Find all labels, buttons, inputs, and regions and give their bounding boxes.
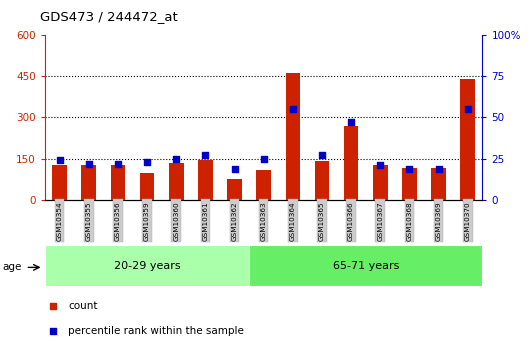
Text: percentile rank within the sample: percentile rank within the sample [68, 326, 244, 336]
Point [463, 106, 472, 112]
Text: GSM10359: GSM10359 [144, 201, 150, 240]
Bar [315, 161, 329, 200]
Text: age: age [3, 263, 22, 272]
Point [434, 166, 443, 171]
Point [201, 152, 209, 158]
Bar [111, 165, 125, 200]
Bar [198, 160, 213, 200]
Bar [286, 73, 300, 200]
Point [113, 161, 122, 166]
Text: GDS473 / 244472_at: GDS473 / 244472_at [40, 10, 178, 23]
Bar [257, 170, 271, 200]
Point [347, 119, 355, 125]
Text: GSM10362: GSM10362 [232, 201, 237, 240]
Text: GSM10365: GSM10365 [319, 201, 325, 240]
Bar [82, 165, 96, 200]
Text: GSM10363: GSM10363 [261, 201, 267, 240]
Text: GSM10368: GSM10368 [407, 201, 412, 240]
Bar [45, 245, 249, 286]
Text: GSM10367: GSM10367 [377, 201, 383, 240]
Point [405, 166, 413, 171]
Point [288, 106, 297, 112]
Point [56, 158, 64, 163]
Text: GSM10366: GSM10366 [348, 201, 354, 240]
Text: GSM10361: GSM10361 [202, 201, 208, 240]
Text: 20-29 years: 20-29 years [114, 261, 180, 270]
Text: GSM10369: GSM10369 [436, 201, 441, 240]
Bar [140, 172, 154, 200]
Point [172, 156, 180, 161]
Text: GSM10356: GSM10356 [115, 201, 121, 240]
Text: GSM10360: GSM10360 [173, 201, 179, 240]
Text: GSM10370: GSM10370 [465, 201, 471, 240]
Text: GSM10354: GSM10354 [57, 201, 63, 240]
Bar [249, 245, 482, 286]
Bar [344, 126, 358, 200]
Text: count: count [68, 302, 98, 311]
Bar [52, 165, 67, 200]
Point [317, 152, 326, 158]
Point [49, 304, 57, 309]
Point [376, 162, 384, 168]
Text: 65-71 years: 65-71 years [332, 261, 399, 270]
Point [143, 159, 152, 165]
Point [49, 328, 57, 334]
Point [84, 161, 93, 166]
Point [259, 156, 268, 161]
Point [230, 166, 239, 171]
Bar [402, 168, 417, 200]
Bar [373, 165, 387, 200]
Bar [431, 168, 446, 200]
Bar [227, 179, 242, 200]
Text: GSM10355: GSM10355 [86, 201, 92, 240]
Bar [461, 79, 475, 200]
Text: GSM10364: GSM10364 [290, 201, 296, 240]
Bar [169, 164, 183, 200]
